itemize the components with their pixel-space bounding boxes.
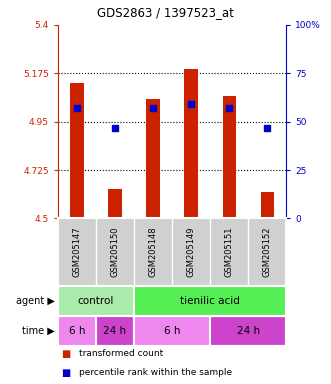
- Text: GDS2863 / 1397523_at: GDS2863 / 1397523_at: [97, 6, 234, 19]
- Text: 6 h: 6 h: [164, 326, 180, 336]
- Text: percentile rank within the sample: percentile rank within the sample: [79, 368, 233, 377]
- Bar: [134, 286, 286, 316]
- Text: 6 h: 6 h: [69, 326, 85, 336]
- Text: 24 h: 24 h: [104, 326, 126, 336]
- Bar: [58, 316, 96, 346]
- Text: GSM205151: GSM205151: [225, 227, 234, 277]
- Text: time ▶: time ▶: [22, 326, 55, 336]
- Bar: [184, 69, 198, 218]
- Bar: [222, 96, 236, 218]
- Text: agent ▶: agent ▶: [16, 296, 55, 306]
- Text: tienilic acid: tienilic acid: [180, 296, 240, 306]
- Text: GSM205152: GSM205152: [263, 227, 272, 277]
- Bar: [58, 286, 134, 316]
- Bar: [146, 99, 160, 218]
- Text: GSM205149: GSM205149: [187, 227, 196, 277]
- Text: ■: ■: [61, 349, 71, 359]
- Bar: [134, 316, 210, 346]
- Text: control: control: [78, 296, 114, 306]
- Bar: [70, 83, 84, 218]
- Bar: [210, 316, 286, 346]
- Text: GSM205150: GSM205150: [111, 227, 119, 277]
- Bar: [96, 316, 134, 346]
- Text: transformed count: transformed count: [79, 349, 164, 358]
- Text: GSM205147: GSM205147: [72, 227, 81, 277]
- Text: GSM205148: GSM205148: [149, 227, 158, 277]
- Bar: [260, 192, 274, 218]
- Text: 24 h: 24 h: [237, 326, 260, 336]
- Bar: [108, 189, 122, 218]
- Text: ■: ■: [61, 368, 71, 378]
